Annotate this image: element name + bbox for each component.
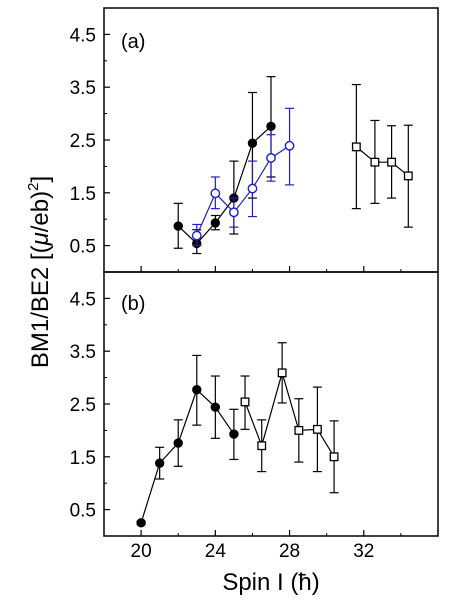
x-tick-label: 24: [205, 541, 227, 562]
panel-a-plot-area: [173, 76, 413, 255]
data-point-open-square: [387, 157, 397, 167]
y-tick-label: 4.5: [70, 25, 96, 46]
panel-a-label: (a): [121, 31, 145, 53]
y-tick-label: 3.5: [70, 78, 96, 99]
x-axis: 20 24 28 32: [103, 266, 439, 562]
data-point-filled-circle: [247, 138, 258, 148]
x-axis-title: Spin I (ħ): [222, 569, 319, 596]
data-point-open-circle: [228, 207, 239, 218]
data-point-filled-circle: [229, 429, 239, 439]
data-point-open-circle: [210, 188, 221, 199]
data-point-filled-circle: [173, 221, 183, 231]
data-point-filled-circle: [210, 402, 221, 412]
series-line: [355, 146, 409, 177]
series-line: [140, 388, 235, 523]
y-tick-label: 2.5: [70, 395, 96, 416]
data-point-filled-circle: [192, 385, 202, 395]
data-point-open-square: [240, 397, 250, 407]
data-point-open-square: [277, 368, 287, 378]
data-point-open-circle: [266, 153, 276, 163]
data-point-filled-circle: [210, 218, 221, 228]
y-axis-title-mu: μ: [27, 232, 54, 246]
panel-a-y-axis: 0.5 1.5 2.5 3.5 4.5: [70, 25, 110, 258]
panel-b-y-axis: 0.5 1.5 2.5 3.5 4.5: [70, 289, 110, 522]
y-tick-label: 1.5: [70, 448, 96, 469]
data-point-open-square: [294, 425, 304, 435]
data-point-open-square: [257, 441, 267, 451]
y-tick-label: 0.5: [70, 501, 96, 522]
series-open-circle-1: [191, 107, 295, 247]
y-axis-title-mid: /eb): [27, 191, 54, 232]
series-filled-circle-0: [136, 354, 239, 528]
panel-a: (a) 0.5 1.5 2.5 3.5 4.5: [70, 7, 439, 273]
y-axis-title: BM1/BE2 [(μ/eb)2]: [25, 176, 54, 368]
series-open-square-2: [351, 83, 413, 228]
y-tick-label: 1.5: [70, 184, 96, 205]
panel-b-label: (b): [121, 293, 145, 315]
y-tick-label: 4.5: [70, 289, 96, 310]
series-line: [244, 370, 335, 458]
panel-b: (b) 0.5 1.5 2.5 3.5 4.5: [70, 271, 439, 537]
y-axis-title-prefix: BM1/BE2 [(: [27, 245, 54, 368]
y-axis-title-suffix: ]: [27, 176, 54, 183]
x-tick-label: 28: [279, 541, 300, 562]
data-point-open-circle: [284, 140, 295, 151]
data-point-open-square: [329, 452, 339, 462]
data-point-open-circle: [191, 230, 202, 241]
y-tick-label: 3.5: [70, 342, 96, 363]
data-point-open-square: [403, 171, 413, 181]
data-point-filled-circle: [136, 518, 146, 528]
x-tick-label: 20: [131, 541, 152, 562]
y-axis-title-sup: 2: [25, 183, 42, 191]
y-tick-label: 0.5: [70, 237, 96, 258]
data-point-open-circle: [247, 183, 258, 194]
data-point-filled-circle: [173, 438, 183, 448]
data-point-filled-circle: [266, 121, 276, 131]
data-point-open-square: [312, 424, 322, 434]
panel-b-plot-area: [136, 342, 339, 528]
series-open-square-1: [240, 342, 339, 494]
data-point-filled-circle: [154, 458, 165, 468]
y-tick-label: 2.5: [70, 131, 96, 152]
data-point-open-square: [351, 142, 361, 152]
data-point-open-square: [370, 157, 380, 167]
x-tick-label: 32: [353, 541, 374, 562]
